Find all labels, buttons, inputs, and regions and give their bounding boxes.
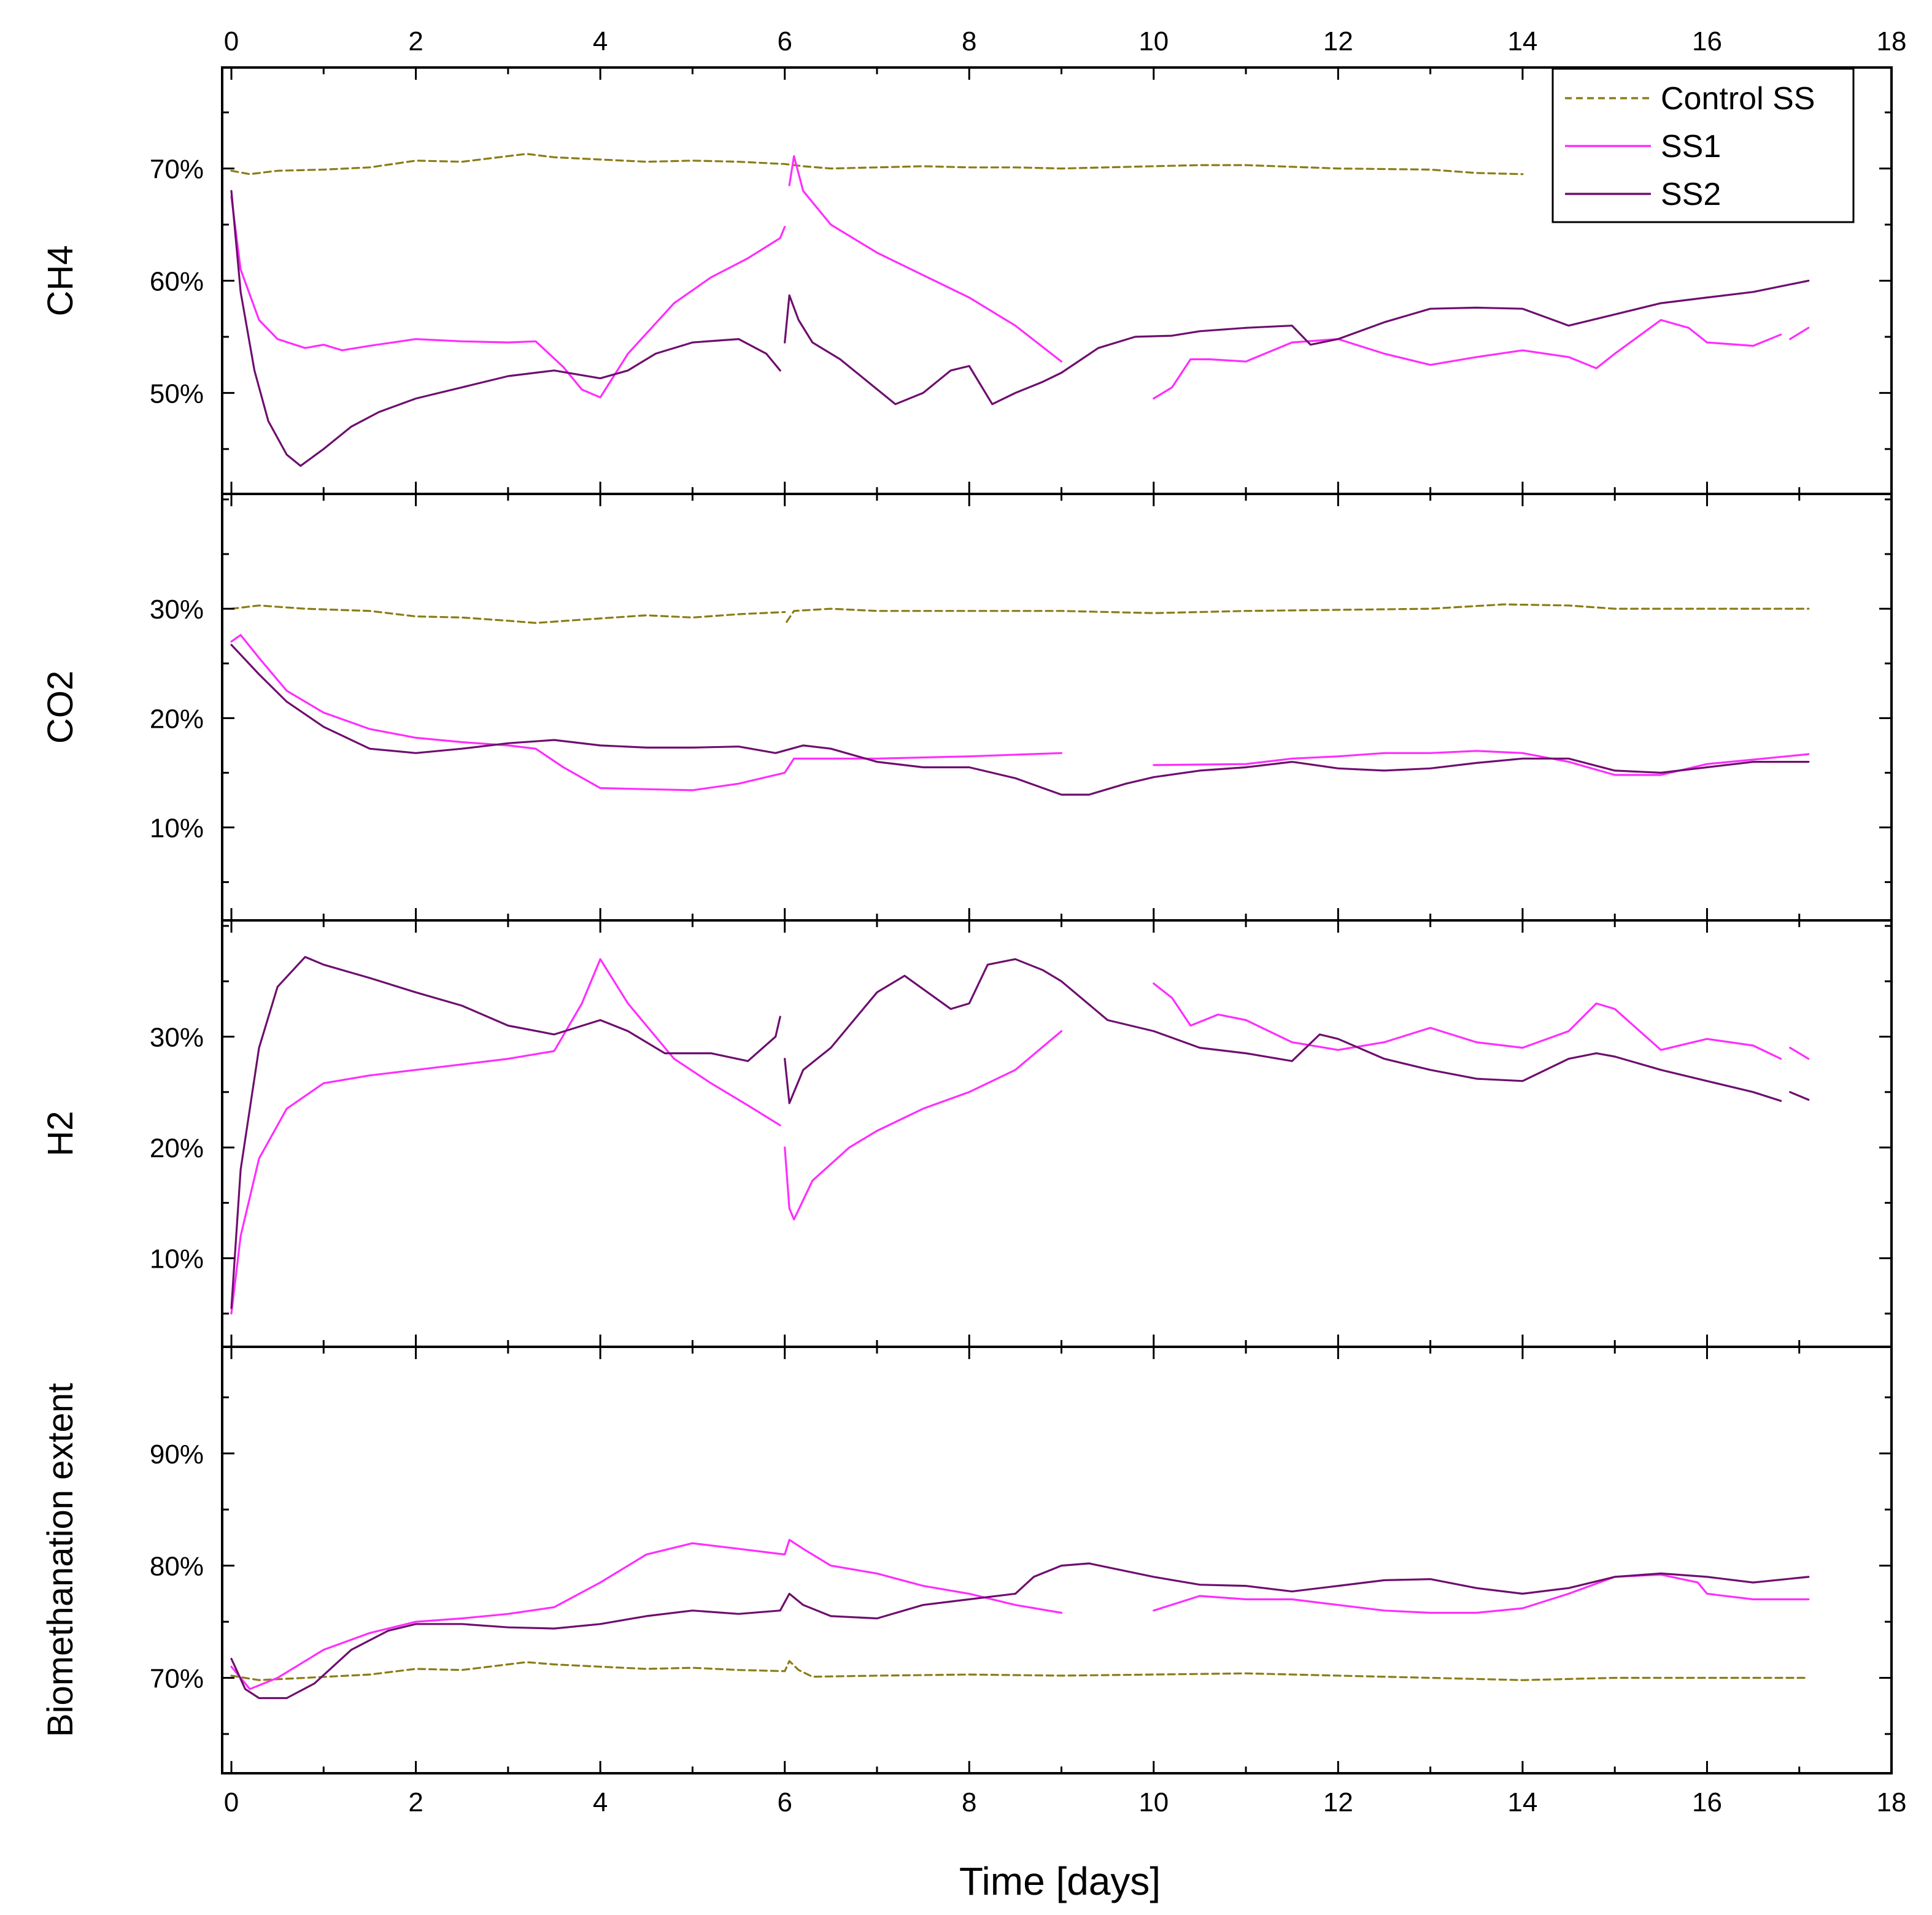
xtick-label-bottom-4: 4: [593, 1787, 608, 1817]
panel-extent: 70% 80% 90% Biomethanation extent: [41, 1346, 1893, 1774]
xtick-label-top-6: 6: [777, 26, 792, 56]
series-line-h2-ss1-seg1: [784, 1030, 1063, 1220]
xtick-label-bottom-2: 2: [408, 1787, 423, 1817]
panel-h2: 10% 20% 30% H2: [41, 919, 1893, 1348]
ytick-label-extent-70: 70%: [150, 1664, 204, 1694]
series-line-co2-ss1-seg0: [230, 634, 1063, 792]
xtick-label-top-0: 0: [224, 26, 239, 56]
panel-ch4: 50% 60% 70% CH4: [41, 66, 1893, 495]
xtick-label-top-14: 14: [1507, 26, 1537, 56]
panel-ylabel-extent: Biomethanation extent: [41, 1383, 80, 1737]
xtick-label-bottom-18: 18: [1877, 1787, 1907, 1817]
xtick-label-bottom-14: 14: [1507, 1787, 1537, 1817]
series-line-ch4-ss1-seg3: [1789, 326, 1810, 341]
series-line-co2-control-ss-seg0: [230, 604, 786, 624]
xtick-label-top-12: 12: [1323, 26, 1353, 56]
ytick-label-co2-30: 30%: [150, 595, 204, 625]
xtick-label-top-10: 10: [1138, 26, 1169, 56]
xtick-label-bottom-10: 10: [1138, 1787, 1169, 1817]
series-line-ch4-ss2-seg1: [784, 279, 1810, 406]
series-line-extent-ss1-seg0: [230, 1539, 1063, 1690]
series-line-h2-ss1-seg3: [1789, 1047, 1810, 1060]
series-line-ch4-ss1-seg1: [788, 155, 1063, 363]
series-line-ch4-control-ss-seg0: [230, 153, 1524, 175]
x-axis-label: Time [days]: [959, 1859, 1161, 1903]
xtick-label-bottom-12: 12: [1323, 1787, 1353, 1817]
xtick-label-top-2: 2: [408, 26, 423, 56]
ytick-label-extent-90: 90%: [150, 1439, 204, 1470]
series-line-ch4-ss1-seg0: [230, 195, 786, 399]
series-line-co2-ss2-seg0: [230, 644, 1810, 796]
ytick-label-h2-10: 10%: [150, 1244, 204, 1274]
legend-label-ss1: SS1: [1661, 129, 1721, 164]
series-line-h2-ss2-seg0: [230, 956, 781, 1309]
series-line-co2-control-ss-seg1: [786, 603, 1810, 623]
panel-frame-extent: [221, 1346, 1893, 1774]
ytick-label-ch4-60: 60%: [150, 267, 204, 297]
ytick-label-extent-80: 80%: [150, 1552, 204, 1582]
series-line-co2-ss1-seg1: [1153, 750, 1810, 776]
series-line-extent-ss2-seg0: [230, 1562, 1810, 1700]
ytick-label-h2-20: 20%: [150, 1133, 204, 1163]
legend-label-control-ss: Control SS: [1661, 81, 1815, 117]
series-line-h2-ss1-seg0: [230, 958, 781, 1315]
panel-ylabel-ch4: CH4: [41, 245, 80, 316]
xtick-label-bottom-0: 0: [224, 1787, 239, 1817]
series-line-extent-ss1-seg1: [1153, 1573, 1810, 1614]
ytick-label-h2-30: 30%: [150, 1023, 204, 1053]
ytick-label-ch4-70: 70%: [150, 155, 204, 185]
series-line-h2-ss1-seg2: [1153, 982, 1782, 1060]
series-line-h2-ss2-seg2: [1789, 1091, 1810, 1101]
xtick-label-top-18: 18: [1877, 26, 1907, 56]
xtick-label-top-8: 8: [962, 26, 976, 56]
xtick-label-top-4: 4: [593, 26, 608, 56]
series-line-h2-ss2-seg1: [784, 958, 1782, 1104]
series-line-ch4-ss1-seg2: [1153, 318, 1782, 400]
ytick-label-co2-20: 20%: [150, 704, 204, 734]
xtick-label-top-16: 16: [1692, 26, 1722, 56]
xtick-label-bottom-8: 8: [962, 1787, 976, 1817]
series-line-extent-control-ss-seg0: [230, 1660, 1810, 1681]
ytick-label-co2-10: 10%: [150, 814, 204, 844]
panel-ylabel-co2: CO2: [41, 671, 80, 744]
xtick-label-bottom-6: 6: [777, 1787, 792, 1817]
panel-ylabel-h2: H2: [41, 1111, 80, 1156]
legend-label-ss2: SS2: [1661, 177, 1721, 212]
series-line-ch4-ss2-seg0: [230, 190, 781, 467]
ytick-label-ch4-50: 50%: [150, 379, 204, 409]
xtick-label-bottom-16: 16: [1692, 1787, 1722, 1817]
